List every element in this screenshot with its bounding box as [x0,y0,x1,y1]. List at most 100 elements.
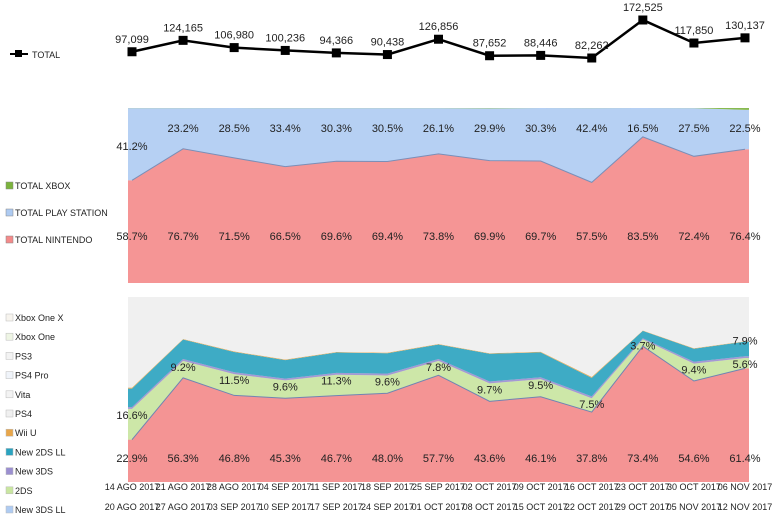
total-value-label-6: 126,856 [419,21,459,33]
model-area-new-2ds-ll [128,330,749,408]
new3dsll-pct-label-8: 46.1% [525,453,556,465]
nintendo-pct-label-6: 73.8% [423,231,454,243]
twods-pct-label-7: 9.7% [477,384,502,396]
legend-swatch-new-3ds-ll [5,505,14,514]
new3dsll-pct-label-2: 46.8% [219,453,250,465]
nintendo-pct-label-11: 72.4% [678,231,709,243]
legend-swatch-2ds [5,486,14,495]
x-tick-start-12: 06 NOV 2017 [718,482,773,492]
new3dsll-pct-label-11: 54.6% [678,453,709,465]
nintendo-pct-label-9: 57.5% [576,231,607,243]
twods-pct-label-3: 9.6% [273,381,298,393]
model-area-ps4 [128,297,749,388]
new3dsll-pct-label-10: 73.4% [627,453,658,465]
total-value-label-7: 87,652 [473,38,507,50]
total-marker-12 [740,33,750,43]
total-marker-5 [382,50,392,60]
x-tick-end-10: 29 OCT 2017 [616,502,670,512]
legend-swatch-total-xbox [5,181,14,190]
x-tick-start-6: 25 SEP 2017 [412,482,465,492]
twods-pct-label-12: 5.6% [732,359,757,371]
twods-pct-label-11: 9.4% [681,365,706,377]
twods-pct-label-5: 9.6% [375,376,400,388]
new3dsll-pct-label-7: 43.6% [474,453,505,465]
legends: TOTAL TOTAL XBOX TOTAL PLAY STATION TOTAL N… [5,50,108,515]
x-tick-end-9: 22 OCT 2017 [565,502,619,512]
playstation-pct-label-9: 42.4% [576,123,607,135]
x-tick-end-0: 20 AGO 2017 [105,502,160,512]
legend-label-new-2ds-ll: New 2DS LL [15,447,66,457]
legend-swatch-xbox-one-x [5,313,14,322]
nintendo-pct-label-8: 69.7% [525,231,556,243]
legend-label-vita: Vita [15,390,30,400]
total-value-label-11: 117,850 [674,25,713,37]
x-tick-start-11: 30 OCT 2017 [667,482,721,492]
legend-label-xbox-one: Xbox One [15,332,55,342]
x-tick-start-4: 11 SEP 2017 [310,482,362,492]
x-tick-end-11: 05 NOV 2017 [667,502,722,512]
x-tick-start-7: 02 OCT 2017 [463,482,517,492]
legend-swatch-ps3 [5,352,14,360]
legend-total-label: TOTAL [32,50,60,60]
twods-pct-label-0: 16.6% [116,410,147,422]
total-marker-10 [638,15,648,25]
playstation-pct-label-8: 30.3% [525,123,556,135]
legend-label-new-3ds-ll: New 3DS LL [15,505,66,515]
x-tick-end-2: 03 SEP 2017 [208,502,261,512]
model-area-2ds [128,339,749,440]
x-tick-start-5: 18 SEP 2017 [361,482,414,492]
legend-label-2ds: 2DS [15,486,33,496]
new3dsll-pct-label-4: 46.7% [321,453,352,465]
nintendo-pct-label-10: 83.5% [627,231,658,243]
total-marker-7 [485,51,495,61]
total-value-label-4: 94,366 [320,35,354,47]
nintendo-pct-label-4: 69.6% [321,231,352,243]
brand-share-panel: 58.7% 76.7% 71.5% 66.5% 69.6% 69.4% 73.8% 69.9%… [116,108,761,283]
x-tick-start-3: 04 SEP 2017 [259,482,312,492]
total-value-label-0: 97,099 [115,34,149,46]
x-tick-end-4: 17 SEP 2017 [310,502,363,512]
brand-area-total-play-station [128,108,749,183]
total-value-label-1: 124,165 [163,22,203,34]
nintendo-pct-label-1: 76.7% [167,231,198,243]
legend-swatch-total-nintendo [5,235,14,244]
legend-swatch-xbox-one [5,332,14,341]
x-tick-end-8: 15 OCT 2017 [514,502,568,512]
x-tick-end-6: 01 OCT 2017 [412,502,466,512]
nintendo-pct-label-7: 69.9% [474,231,505,243]
total-marker-8 [536,50,546,60]
playstation-pct-label-1: 23.2% [167,123,198,135]
nintendo-pct-label-12: 76.4% [729,231,760,243]
playstation-pct-label-10: 16.5% [627,123,658,135]
legend-label-ps4: PS4 [15,409,32,419]
total-value-label-10: 172,525 [623,2,663,14]
new3dsll-pct-label-1: 56.3% [167,453,198,465]
playstation-pct-label-4: 30.3% [321,123,352,135]
x-tick-end-5: 24 SEP 2017 [361,502,414,512]
new3dsll-pct-label-3: 45.3% [270,453,301,465]
new3dsll-pct-label-5: 48.0% [372,453,403,465]
total-marker-11 [689,38,699,48]
legend-label-wii-u: Wii U [15,428,37,438]
total-marker-2 [229,43,239,53]
legend-label-total-play-station: TOTAL PLAY STATION [15,208,108,218]
new3dsll-pct-label-9: 37.8% [576,453,607,465]
legend-swatch-total-play-station [5,208,14,217]
legend-label-total-nintendo: TOTAL NINTENDO [15,235,92,245]
playstation-pct-label-5: 30.5% [372,123,403,135]
total-value-label-5: 90,438 [371,37,405,49]
legend-total-marker [15,50,22,57]
x-tick-start-9: 16 OCT 2017 [565,482,619,492]
legend-swatch-new-3ds [5,467,14,475]
nintendo-pct-label-5: 69.4% [372,231,403,243]
nintendo-pct-label-0: 58.7% [116,231,147,243]
model-share-panel: 22.9% 56.3% 46.8% 45.3% 46.7% 48.0% 57.7% 43.6%… [116,297,761,482]
playstation-pct-label-6: 26.1% [423,123,454,135]
legend-swatch-vita [5,390,14,399]
legend-label-total-xbox: TOTAL XBOX [15,181,70,191]
twods-pct-label-6: 7.8% [426,362,451,374]
playstation-pct-label-3: 33.4% [270,123,301,135]
legend-label-ps3: PS3 [15,351,32,361]
